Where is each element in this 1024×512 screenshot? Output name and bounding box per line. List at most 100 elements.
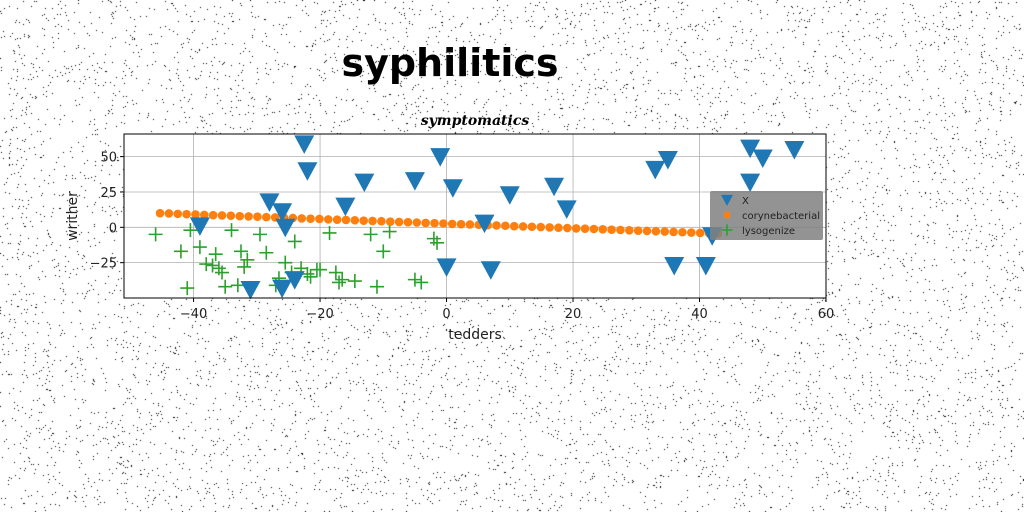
point-corynebacterial: [394, 217, 404, 227]
point-lysogenize: [259, 245, 274, 260]
point-lysogenize: [303, 269, 318, 284]
point-lysogenize: [192, 240, 207, 255]
point-corynebacterial: [509, 221, 519, 231]
point-corynebacterial: [244, 212, 253, 221]
point-lysogenize: [199, 257, 214, 272]
legend-label-lysogenize: lysogenize: [742, 226, 795, 237]
point-x: [275, 218, 296, 238]
point-lysogenize: [414, 275, 429, 290]
point-x: [752, 149, 773, 169]
point-corynebacterial: [208, 210, 218, 220]
x-axis-label: tedders: [448, 327, 502, 343]
point-x: [657, 150, 678, 170]
point-corynebacterial: [332, 215, 342, 224]
x-tick-label: 60: [818, 307, 835, 322]
point-corynebacterial: [315, 214, 324, 224]
point-x: [297, 162, 318, 181]
point-x: [740, 139, 761, 159]
point-lysogenize: [183, 223, 198, 238]
point-lysogenize: [148, 227, 163, 242]
point-x: [335, 197, 356, 217]
point-x: [442, 179, 463, 198]
point-corynebacterial: [253, 212, 262, 222]
point-x: [474, 214, 495, 234]
point-corynebacterial: [341, 215, 351, 225]
point-x: [544, 177, 565, 197]
point-corynebacterial: [377, 216, 386, 226]
point-x: [259, 193, 280, 212]
point-x: [556, 200, 577, 219]
legend-box: [710, 191, 823, 240]
point-corynebacterial: [545, 223, 554, 232]
point-lysogenize: [363, 227, 378, 242]
point-x: [354, 173, 375, 193]
y-tick-label: 25: [100, 186, 117, 201]
point-lysogenize: [224, 223, 239, 238]
point-corynebacterial: [669, 227, 678, 237]
axis-ticks: −40 −20 0 20 40 60 −25 0 25 50: [90, 151, 835, 322]
point-x: [294, 135, 315, 154]
point-corynebacterial: [571, 224, 581, 233]
point-corynebacterial: [492, 221, 501, 230]
point-x: [695, 256, 716, 276]
x-tick-label: −20: [306, 307, 333, 322]
point-corynebacterial: [625, 225, 634, 235]
point-x: [784, 141, 805, 160]
point-lysogenize: [240, 252, 255, 267]
point-lysogenize: [278, 255, 293, 270]
point-lysogenize: [287, 234, 302, 249]
point-corynebacterial: [695, 228, 705, 238]
point-lysogenize: [335, 272, 350, 287]
point-corynebacterial: [421, 218, 430, 228]
point-corynebacterial: [368, 216, 377, 226]
legend-marker-lysogenize: [721, 224, 733, 236]
point-lysogenize: [376, 244, 391, 259]
point-corynebacterial: [686, 228, 696, 237]
point-corynebacterial: [447, 219, 457, 229]
x-tick-label: 40: [691, 307, 708, 322]
point-x: [284, 271, 305, 290]
point-lysogenize: [328, 265, 343, 280]
point-corynebacterial: [527, 222, 537, 232]
point-corynebacterial: [651, 226, 661, 236]
point-lysogenize: [347, 274, 362, 289]
point-corynebacterial: [403, 217, 413, 227]
point-lysogenize: [407, 272, 422, 287]
point-corynebacterial: [607, 225, 616, 235]
point-lysogenize: [313, 262, 328, 277]
point-corynebacterial: [164, 209, 174, 218]
point-corynebacterial: [598, 224, 608, 234]
point-corynebacterial: [235, 211, 245, 221]
point-corynebacterial: [200, 210, 209, 220]
point-corynebacterial: [456, 219, 466, 229]
legend-marker-corynebacterial: [723, 211, 731, 219]
point-x: [272, 203, 293, 222]
point-corynebacterial: [616, 225, 625, 235]
point-corynebacterial: [226, 211, 236, 221]
x-tick-label: −40: [180, 307, 207, 322]
point-lysogenize: [218, 279, 233, 294]
point-corynebacterial: [589, 224, 599, 234]
point-corynebacterial: [261, 212, 271, 222]
plot-area-marks: [148, 135, 805, 300]
x-tick-label: 20: [565, 307, 582, 322]
y-tick-label: 0: [109, 221, 117, 236]
point-x: [480, 261, 501, 280]
y-axis-label: writher: [65, 191, 81, 241]
point-x: [404, 172, 425, 191]
point-corynebacterial: [465, 220, 475, 229]
point-lysogenize: [230, 278, 245, 293]
point-corynebacterial: [501, 221, 510, 231]
point-lysogenize: [208, 247, 223, 262]
x-tick-label: 0: [442, 307, 450, 322]
point-corynebacterial: [660, 227, 670, 236]
y-tick-label: 50: [100, 151, 117, 166]
point-lysogenize: [322, 225, 337, 240]
point-x: [240, 281, 261, 300]
legend-label-x: X: [742, 196, 749, 207]
point-corynebacterial: [182, 209, 191, 219]
point-x: [499, 186, 520, 205]
point-corynebacterial: [642, 226, 652, 236]
